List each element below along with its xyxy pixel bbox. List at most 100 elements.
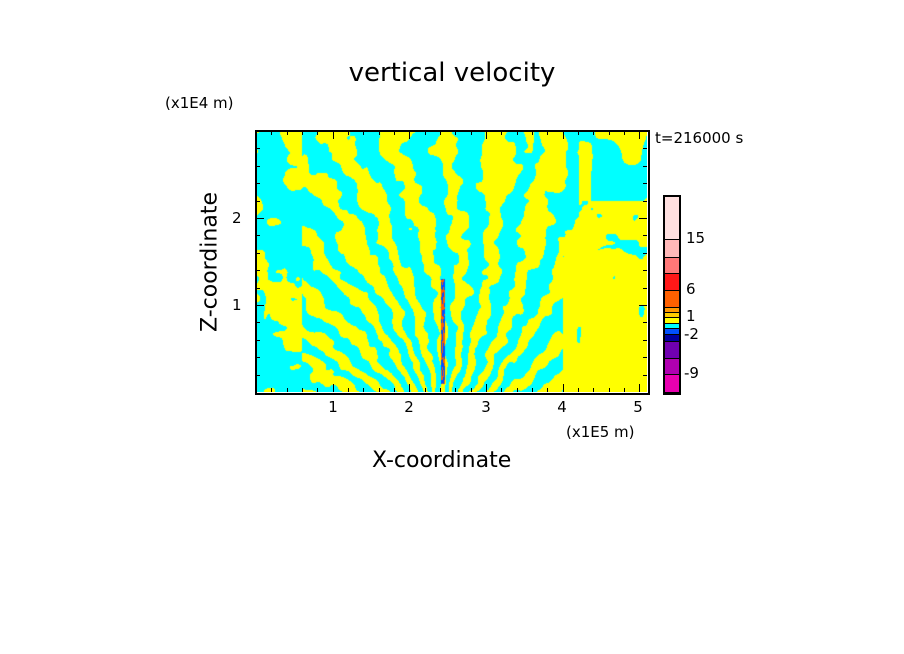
x-tick-label: 4 [557,398,567,416]
tick-mark [470,388,472,392]
tick-mark [440,388,441,392]
tick-mark [639,305,647,306]
colorbar-label: 15 [686,229,706,247]
tick-mark [394,388,395,392]
colorbar-segment [665,335,679,342]
tick-mark [608,388,610,392]
tick-mark [643,287,647,289]
tick-mark [643,148,647,150]
tick-mark [593,131,595,135]
colorbar-segment [665,240,679,258]
tick-mark [348,388,349,392]
tick-mark [639,218,647,219]
tick-mark [643,200,647,202]
tick-mark [455,131,457,135]
tick-mark [455,388,457,392]
tick-mark [286,388,288,392]
colorbar-segment [665,318,679,324]
tick-mark [643,322,647,324]
colorbar-segment [665,258,679,274]
tick-mark [256,200,260,202]
tick-mark [643,235,647,237]
tick-mark [256,148,260,150]
y-tick-label: 2 [232,209,242,227]
tick-mark [256,374,260,376]
tick-mark [256,183,260,185]
tick-mark [424,131,426,135]
tick-mark [256,165,260,167]
tick-mark [639,384,641,392]
colorbar-segment [665,308,679,313]
colorbar-segment [665,197,679,240]
x-unit-label: (x1E5 m) [566,423,635,441]
colorbar-segment [665,324,679,329]
tick-mark [486,384,487,392]
tick-mark [643,270,647,272]
tick-mark [643,339,647,341]
x-tick-label: 3 [481,398,491,416]
tick-mark [547,131,549,135]
tick-mark [256,252,260,254]
tick-mark [256,357,260,359]
tick-mark [643,183,647,185]
tick-mark [578,388,579,392]
colorbar-segment [665,313,679,318]
tick-mark [501,388,503,392]
tick-mark [501,131,503,135]
tick-mark [608,131,610,135]
tick-mark [593,388,595,392]
colorbar-segment [665,274,679,291]
tick-mark [516,388,518,392]
tick-mark [470,131,472,135]
colorbar-label: -2 [684,325,699,343]
velocity-contour-field [256,131,647,392]
tick-mark [256,322,260,324]
tick-mark [378,388,380,392]
tick-mark [317,131,319,135]
tick-mark [643,357,647,359]
tick-mark [624,131,625,135]
tick-mark [302,388,303,392]
tick-mark [440,131,441,135]
tick-mark [256,218,264,219]
x-tick-label: 5 [633,398,643,416]
colorbar-segment [665,329,679,335]
tick-mark [256,339,260,341]
tick-mark [256,235,260,237]
tick-mark [394,131,395,135]
tick-mark [256,270,260,272]
colorbar-label: -9 [684,364,699,382]
colorbar-label: 1 [686,307,696,325]
tick-mark [317,388,319,392]
x-tick-label: 2 [404,398,414,416]
tick-mark [348,131,349,135]
tick-mark [578,131,579,135]
tick-mark [562,384,564,392]
tick-mark [562,131,564,139]
tick-mark [486,131,487,139]
colorbar-segment [665,359,679,375]
y-tick-label: 1 [232,296,242,314]
tick-mark [286,131,288,135]
tick-mark [624,388,625,392]
tick-mark [378,131,380,135]
tick-mark [271,131,273,135]
tick-mark [302,131,303,135]
y-unit-label: (x1E4 m) [165,94,234,112]
tick-mark [409,384,411,392]
time-label: t=216000 s [655,129,744,147]
x-tick-label: 1 [328,398,338,416]
y-axis-label: Z-coordinate [197,192,223,332]
tick-mark [256,287,260,289]
tick-mark [639,131,641,139]
colorbar-segment [665,291,679,308]
tick-mark [532,388,533,392]
tick-mark [516,131,518,135]
tick-mark [332,131,334,139]
tick-mark [424,388,426,392]
tick-mark [363,388,365,392]
colorbar-segment [665,342,679,359]
tick-mark [643,374,647,376]
tick-mark [271,388,273,392]
